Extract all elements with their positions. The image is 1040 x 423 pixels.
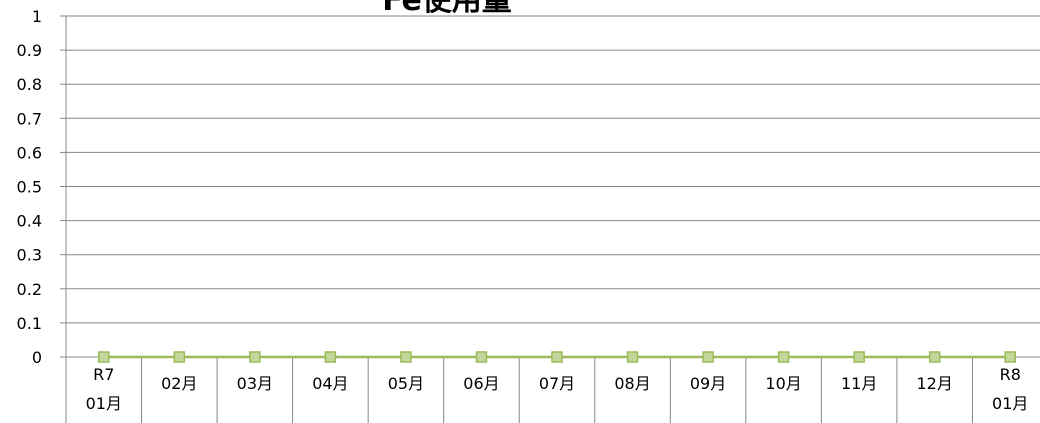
y-tick-label: 0.5 (17, 178, 42, 197)
y-tick-label: 0.9 (17, 41, 42, 60)
x-tick-label: 07月 (539, 374, 575, 393)
chart-title: Fe使用量 (382, 0, 512, 18)
y-tick-label: 0.3 (17, 246, 42, 265)
y-axis: 0 0.1 0.2 0.3 0.4 0.5 0.6 0.7 0.8 0.9 1 (17, 7, 67, 423)
data-point-marker (626, 351, 639, 363)
x-tick-label: 05月 (388, 374, 424, 393)
y-tick-label: 0.8 (17, 75, 42, 94)
x-tick-label: R7 01月 (86, 365, 122, 413)
x-axis: R7 01月 02月 03月 04月 05月 06月 07月 08月 09月 10月 11月 12月 R8… (66, 356, 1040, 423)
data-point-marker (1004, 351, 1016, 363)
data-point-marker (98, 351, 110, 363)
data-point-marker (249, 351, 261, 363)
x-tick-label-line: R7 (93, 365, 114, 384)
x-tick-label: 04月 (312, 374, 348, 393)
y-tick-label: 0.2 (17, 280, 42, 299)
data-point-marker (928, 351, 941, 363)
y-tick-label: 0.1 (17, 314, 42, 333)
y-tick-label: 0.7 (17, 109, 42, 128)
series-layer (98, 351, 1016, 363)
x-tick-label: 06月 (463, 374, 499, 393)
gridlines (66, 15, 1040, 324)
data-point-marker (551, 351, 563, 363)
y-tick-label: 0.4 (17, 212, 42, 231)
x-tick-label: 11月 (841, 374, 877, 393)
y-tick-label: 0 (32, 348, 42, 367)
y-tick-label: 0.6 (17, 143, 42, 162)
x-tick-label-line: 01月 (86, 394, 122, 413)
x-tick-label-line: R8 (1000, 365, 1021, 384)
data-point-marker (324, 351, 337, 363)
x-tick-label: 10月 (765, 374, 801, 393)
y-tick-label: 1 (32, 7, 42, 26)
x-tick-label-line: 01月 (992, 394, 1028, 413)
data-point-marker (777, 351, 790, 363)
data-point-marker (400, 351, 412, 363)
data-point-marker (173, 351, 186, 363)
x-tick-label: R8 01月 (992, 365, 1028, 413)
data-point-marker (853, 351, 865, 363)
data-point-marker (475, 351, 488, 363)
data-point-marker (702, 351, 714, 363)
x-tick-label: 03月 (237, 374, 273, 393)
x-tick-label: 02月 (161, 374, 197, 393)
x-tick-label: 09月 (690, 374, 726, 393)
x-tick-label: 12月 (917, 374, 953, 393)
x-tick-label: 08月 (614, 374, 650, 393)
